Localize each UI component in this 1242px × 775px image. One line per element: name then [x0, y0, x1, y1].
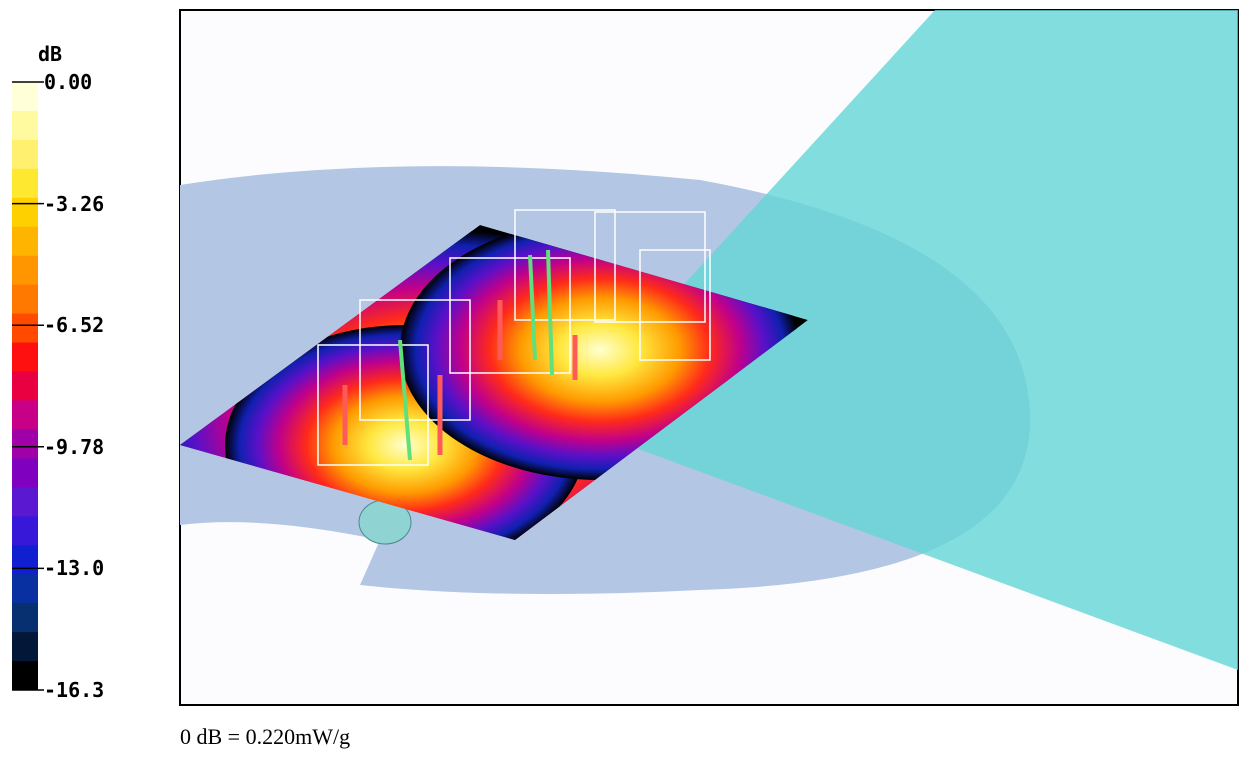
color-band: [12, 342, 38, 373]
colorbar: [12, 81, 44, 691]
color-band: [12, 661, 38, 691]
tick-label: -3.26: [44, 191, 105, 216]
color-band: [12, 516, 38, 546]
caption: 0 dB = 0.220mW/g: [180, 724, 351, 749]
color-band: [12, 82, 38, 112]
color-band: [12, 284, 38, 315]
color-band: [12, 545, 38, 575]
color-band: [12, 574, 38, 604]
tick-label: 0.00: [44, 70, 93, 94]
color-band: [12, 110, 38, 141]
phantom-shell: [180, 166, 1030, 594]
color-band: [12, 197, 38, 228]
colorbar-title: dB: [38, 42, 63, 66]
phantom-plane: [560, 10, 1238, 670]
color-band: [12, 168, 38, 199]
sar-map: [180, 225, 808, 540]
probe-boxes: [317, 209, 711, 466]
color-band: [12, 603, 38, 633]
color-band: [12, 255, 38, 286]
tick-label: -9.78: [44, 434, 105, 459]
color-band: [12, 458, 38, 488]
feeds: [398, 249, 554, 461]
tick-label: -13.0: [44, 556, 105, 581]
color-band: [12, 632, 38, 662]
color-band: [12, 226, 38, 257]
scene: [179, 9, 1239, 706]
tick-label: -16.3: [44, 678, 105, 702]
color-band: [12, 313, 38, 344]
cylinder: [358, 499, 412, 545]
plot-frame: [179, 9, 1239, 706]
color-band: [12, 429, 38, 459]
dipoles: [342, 300, 578, 455]
color-band: [12, 139, 38, 170]
color-band: [12, 487, 38, 517]
tick-label: -6.52: [44, 313, 105, 338]
color-band: [12, 371, 38, 401]
color-band: [12, 400, 38, 430]
